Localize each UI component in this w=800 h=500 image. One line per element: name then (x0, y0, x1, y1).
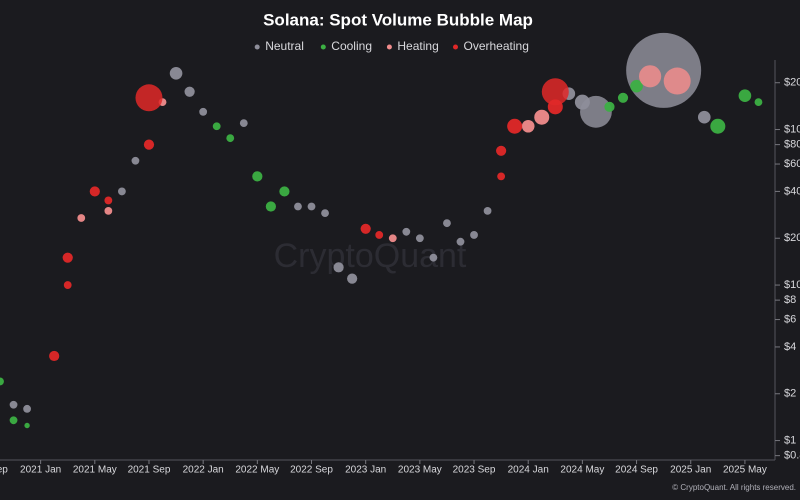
bubble (104, 196, 113, 205)
bubble (630, 79, 643, 93)
bubble (496, 145, 507, 156)
bubble (307, 202, 316, 211)
bubble (104, 206, 113, 215)
x-tick-label: 2025 May (723, 465, 767, 476)
x-tick-label: 2025 Jan (670, 465, 711, 476)
y-tick-label: $80 (784, 139, 800, 151)
x-tick-label: 2022 Jan (183, 465, 224, 476)
bubble (626, 32, 702, 108)
x-tick-label: 2020 Sep (0, 465, 8, 476)
bubble (239, 119, 248, 128)
bubble (265, 201, 276, 212)
bubble (9, 416, 18, 425)
y-tick-label: $60 (784, 158, 800, 170)
bubble (199, 107, 208, 116)
x-tick-label: 2024 Sep (615, 465, 658, 476)
legend-label: Cooling (331, 39, 372, 53)
x-tick-label: 2023 May (398, 465, 442, 476)
x-tick-label: 2021 Sep (128, 465, 171, 476)
bubble (143, 139, 155, 150)
y-tick-label: $0.8 (784, 450, 800, 462)
bubble (9, 400, 18, 409)
bubble (697, 110, 711, 124)
legend-marker (320, 44, 326, 50)
y-tick-label: $40 (784, 185, 800, 197)
y-tick-label: $8 (784, 294, 796, 306)
bubble (360, 223, 371, 234)
x-tick-label: 2021 May (73, 465, 117, 476)
bubble (375, 231, 384, 239)
bubble (279, 186, 290, 197)
y-tick-label: $20 (784, 232, 800, 244)
x-tick-label: 2022 Sep (290, 465, 333, 476)
bubble (169, 66, 183, 80)
chart-title: Solana: Spot Volume Bubble Map (263, 10, 533, 29)
bubble (388, 234, 397, 243)
y-tick-label: $6 (784, 313, 796, 325)
legend-label: Overheating (464, 39, 529, 53)
bubble (754, 98, 763, 107)
bubble (580, 95, 612, 128)
bubble (135, 84, 163, 112)
bubble (429, 253, 438, 262)
bubble (63, 281, 72, 289)
legend-label: Heating (397, 39, 438, 53)
y-tick-label: $1 (784, 434, 796, 446)
bubble (402, 227, 411, 236)
bubble (456, 237, 465, 246)
bubble (252, 171, 263, 182)
bubble (184, 86, 195, 97)
bubble (321, 209, 329, 218)
bubble (23, 404, 31, 413)
bubble (483, 206, 492, 215)
y-tick-label: $100 (784, 123, 800, 135)
bubble (49, 350, 60, 362)
watermark: CryptoQuant (274, 237, 467, 275)
bubble (77, 214, 86, 222)
bubble (738, 89, 752, 103)
bubble (547, 99, 563, 115)
bubble (521, 119, 535, 133)
bubble (117, 187, 126, 196)
legend-marker (453, 44, 458, 50)
x-tick-label: 2024 May (560, 465, 604, 476)
copyright: © CryptoQuant. All rights reserved. (672, 483, 796, 492)
legend-marker (254, 44, 260, 50)
x-tick-label: 2023 Sep (453, 465, 496, 476)
x-tick-label: 2021 Jan (20, 465, 61, 476)
bubble (663, 67, 691, 95)
x-tick-label: 2024 Jan (508, 465, 549, 476)
legend-marker (386, 44, 392, 50)
y-tick-label: $10 (784, 279, 800, 291)
x-tick-label: 2023 Jan (345, 465, 386, 476)
bubble (347, 273, 358, 284)
bubble (62, 252, 73, 263)
bubble (604, 101, 615, 112)
bubble (617, 92, 629, 103)
legend-label: Neutral (265, 39, 304, 53)
bubble (333, 262, 344, 273)
bubble (507, 118, 523, 134)
y-tick-label: $4 (784, 341, 796, 353)
bubble (470, 231, 478, 239)
bubble (294, 202, 302, 211)
bubble (534, 109, 550, 125)
bubble (24, 422, 30, 429)
bubble (226, 134, 235, 143)
bubble (89, 186, 100, 197)
bubble (131, 156, 140, 165)
bubble (0, 377, 4, 386)
x-tick-label: 2022 May (235, 465, 279, 476)
bubble (497, 172, 506, 181)
y-tick-label: $200 (784, 77, 800, 89)
y-tick-label: $2 (784, 388, 796, 400)
bubble (415, 234, 424, 243)
bubble (639, 65, 662, 88)
bubble (710, 118, 726, 134)
bubble (443, 219, 451, 228)
bubble (212, 122, 221, 131)
bubble (541, 78, 569, 106)
